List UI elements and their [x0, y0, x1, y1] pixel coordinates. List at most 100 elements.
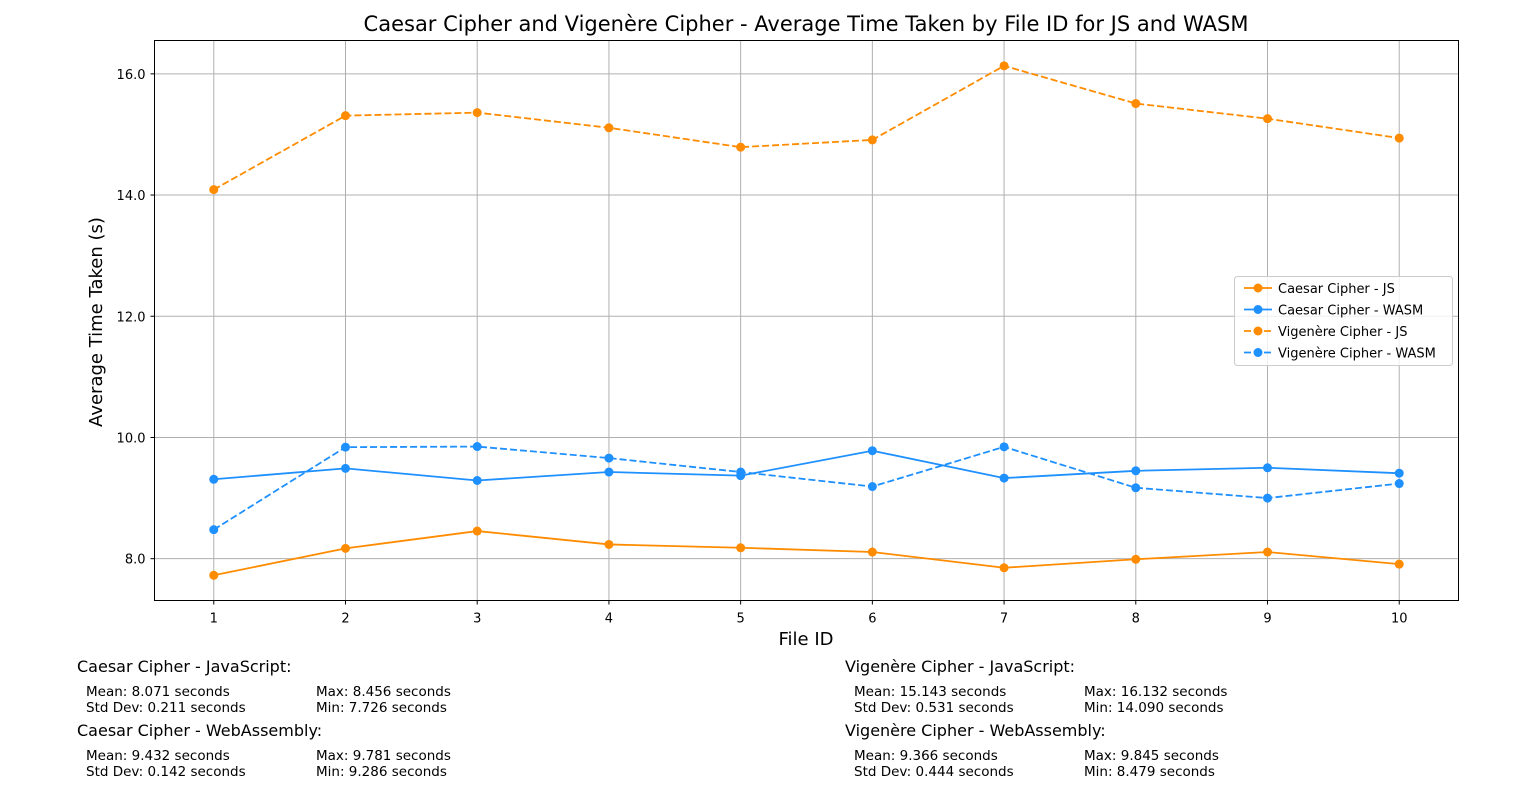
x-tick-label: 1 [210, 612, 218, 627]
legend-label: Caesar Cipher - JS [1278, 282, 1395, 297]
stats-mean: Mean: 8.071 seconds [86, 684, 230, 700]
stats-min: Min: 7.726 seconds [316, 700, 447, 716]
series-line [213, 530, 1400, 577]
data-point [1394, 559, 1404, 569]
data-point [1263, 463, 1273, 473]
legend-frame [1234, 276, 1453, 366]
stats-mean: Mean: 9.432 seconds [86, 748, 230, 764]
stats-max: Max: 16.132 seconds [1084, 684, 1228, 700]
legend-item: Caesar Cipher - JS [1244, 282, 1395, 297]
data-point [472, 442, 482, 452]
data-point [209, 185, 219, 195]
axis-ticks: 1 2 3 4 5 6 7 8 9 10 8.0 10.0 12.0 14.0 16.0 [117, 68, 1408, 627]
data-point [867, 446, 877, 456]
legend: Caesar Cipher - JS Caesar Cipher - WASM Vi… [1234, 276, 1453, 366]
stats-std-dev: Std Dev: 0.531 seconds [854, 700, 1014, 716]
series-2 [209, 446, 1404, 485]
y-tick-label: 14.0 [117, 189, 146, 204]
data-point [867, 482, 877, 492]
stats-max: Max: 9.845 seconds [1084, 748, 1219, 764]
data-point [604, 539, 614, 549]
data-point [867, 135, 877, 145]
legend-item: Vigenère Cipher - JS [1244, 325, 1407, 340]
data-point [1131, 466, 1141, 476]
data-point [999, 473, 1009, 483]
stats-mean: Mean: 15.143 seconds [854, 684, 1007, 700]
x-tick-label: 6 [868, 612, 876, 627]
data-point [1131, 554, 1141, 564]
stats-max: Max: 9.781 seconds [316, 748, 451, 764]
legend-swatch-marker [1253, 348, 1263, 357]
legend-label: Caesar Cipher - WASM [1278, 304, 1423, 319]
legend-item: Caesar Cipher - WASM [1244, 304, 1423, 319]
data-point [999, 563, 1009, 573]
x-tick-label: 4 [605, 612, 613, 627]
data-point [867, 547, 877, 557]
data-point [340, 442, 350, 452]
series-4 [209, 442, 1404, 535]
data-point [604, 467, 614, 477]
stats-std-dev: Std Dev: 0.444 seconds [854, 764, 1014, 780]
data-point [1394, 468, 1404, 478]
data-point [604, 453, 614, 463]
stats-min: Min: 9.286 seconds [316, 764, 447, 780]
stats-mean: Mean: 9.366 seconds [854, 748, 998, 764]
y-tick-label: 8.0 [125, 553, 146, 568]
x-tick-label: 5 [737, 612, 745, 627]
data-point [209, 570, 219, 580]
stats-heading: Caesar Cipher - JavaScript: [77, 657, 292, 676]
legend-swatch-marker [1253, 283, 1263, 293]
data-point [999, 442, 1009, 452]
data-point [340, 463, 350, 473]
data-point [472, 108, 482, 118]
series-line [213, 449, 1400, 482]
x-axis-label: File ID [778, 629, 833, 650]
stats-heading: Vigenère Cipher - WebAssembly: [845, 721, 1106, 740]
stats-heading: Caesar Cipher - WebAssembly: [77, 721, 323, 740]
data-point [340, 111, 350, 121]
data-point [1263, 493, 1273, 503]
data-point [1394, 479, 1404, 489]
x-tick-label: 7 [1000, 612, 1008, 627]
series-3 [209, 61, 1404, 195]
series-line [213, 64, 1400, 191]
data-point [1263, 114, 1273, 124]
series-1 [209, 526, 1404, 580]
stats-std-dev: Std Dev: 0.142 seconds [86, 764, 246, 780]
stats-heading: Vigenère Cipher - JavaScript: [845, 657, 1076, 676]
legend-swatch-marker [1253, 305, 1263, 314]
data-point [736, 467, 746, 477]
x-tick-label: 2 [341, 612, 349, 627]
x-tick-label: 3 [473, 612, 481, 627]
data-point [1394, 133, 1404, 143]
data-point [209, 525, 219, 535]
data-point [209, 474, 219, 484]
x-tick-label: 9 [1263, 612, 1271, 627]
y-tick-label: 10.0 [117, 431, 146, 446]
series-layer [209, 61, 1404, 580]
series-line [213, 445, 1400, 531]
legend-item: Vigenère Cipher - WASM [1244, 347, 1436, 362]
data-point [736, 142, 746, 152]
data-point [1131, 483, 1141, 493]
y-tick-label: 16.0 [117, 68, 146, 83]
stats-std-dev: Std Dev: 0.211 seconds [86, 700, 246, 716]
y-tick-label: 12.0 [117, 310, 146, 325]
legend-swatch-marker [1253, 326, 1263, 336]
x-tick-label: 8 [1132, 612, 1140, 627]
legend-label: Vigenère Cipher - JS [1278, 325, 1407, 340]
stats-min: Min: 8.479 seconds [1084, 764, 1215, 780]
data-point [736, 543, 746, 553]
data-point [472, 476, 482, 485]
data-point [999, 61, 1009, 71]
plot-frame [154, 40, 1459, 601]
data-point [472, 526, 482, 536]
chart-title: Caesar Cipher and Vigenère Cipher - Aver… [364, 12, 1249, 36]
data-point [340, 543, 350, 553]
data-point [1263, 547, 1273, 557]
legend-label: Vigenère Cipher - WASM [1278, 347, 1436, 362]
stats-max: Max: 8.456 seconds [316, 684, 451, 700]
x-tick-label: 10 [1391, 612, 1408, 627]
stats-min: Min: 14.090 seconds [1084, 700, 1224, 716]
